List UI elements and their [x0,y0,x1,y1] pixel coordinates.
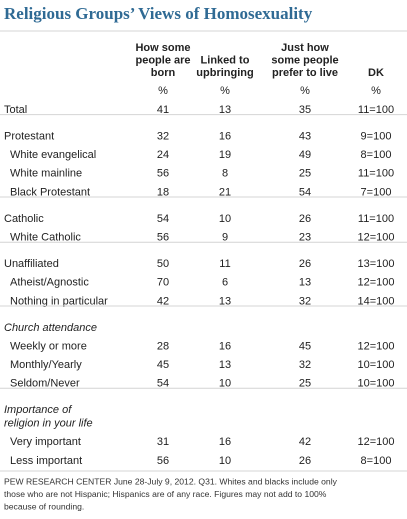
cell: 45 [157,359,169,371]
row-label: Atheist/Agnostic [10,277,89,289]
cell: 10 [219,455,231,467]
cell: 42 [299,436,311,448]
cell: 14=100 [357,295,394,307]
cell: 26 [299,455,311,467]
cell: 50 [157,258,169,270]
column-header: Just how [281,42,329,54]
row-label: Total [4,104,27,116]
cell: 32 [157,131,169,143]
cell: 12=100 [357,340,394,352]
unit: % [158,85,168,97]
column-header: born [151,67,176,79]
cell: 54 [157,213,169,225]
cell: 12=100 [357,277,394,289]
footnote: PEW RESEARCH CENTER June 28-July 9, 2012… [4,476,338,486]
cell: 10 [219,213,231,225]
row-label: Black Protestant [10,186,90,198]
cell: 45 [299,340,311,352]
unit: % [220,85,230,97]
cell: 21 [219,186,231,198]
cell: 56 [157,232,169,244]
cell: 8 [222,168,228,180]
unit: % [300,85,310,97]
column-header: Linked to [201,54,250,66]
cell: 26 [299,258,311,270]
cell: 13 [219,359,231,371]
footnote: because of rounding. [4,501,84,511]
cell: 54 [299,186,311,198]
footnote: those who are not Hispanic; Hispanics ar… [4,489,327,499]
cell: 49 [299,149,311,161]
cell: 11 [219,258,230,270]
cell: 24 [157,149,169,161]
row-label: Catholic [4,213,44,225]
section-heading: religion in your life [4,418,93,430]
cell: 25 [299,168,311,180]
cell: 11=100 [358,104,394,116]
section-heading: Importance of [4,404,72,416]
cell: 35 [299,104,311,116]
column-header: upbringing [196,67,253,79]
cell: 9 [222,232,228,244]
row-label: White evangelical [10,149,96,161]
section-heading: Church attendance [4,322,97,334]
row-label: Unaffiliated [4,258,59,270]
cell: 13=100 [357,258,394,270]
cell: 11=100 [358,213,394,225]
cell: 12=100 [357,232,394,244]
cell: 18 [157,186,169,198]
cell: 13 [219,104,231,116]
column-header: prefer to live [272,67,338,79]
column-header: How some [135,42,190,54]
cell: 43 [299,131,311,143]
row-label: White Catholic [10,232,81,244]
cell: 8=100 [361,455,392,467]
row-label: White mainline [10,168,82,180]
cell: 6 [222,277,228,289]
row-label: Seldom/Never [10,378,80,390]
cell: 56 [157,455,169,467]
cell: 54 [157,378,169,390]
cell: 25 [299,378,311,390]
column-header: DK [368,67,384,79]
cell: 70 [157,277,169,289]
cell: 10=100 [357,359,394,371]
cell: 56 [157,168,169,180]
cell: 41 [157,104,169,116]
column-header: some people [271,54,338,66]
column-header: people are [135,54,190,66]
row-label: Weekly or more [10,340,87,352]
cell: 10 [219,378,231,390]
title: Religious Groups’ Views of Homosexuality [4,4,313,23]
row-label: Nothing in particular [10,295,108,307]
cell: 16 [219,340,231,352]
cell: 26 [299,213,311,225]
cell: 32 [299,359,311,371]
cell: 28 [157,340,169,352]
cell: 32 [299,295,311,307]
cell: 23 [299,232,311,244]
cell: 11=100 [358,168,394,180]
cell: 19 [219,149,231,161]
cell: 16 [219,436,231,448]
cell: 13 [299,277,311,289]
cell: 13 [219,295,231,307]
row-label: Protestant [4,131,54,143]
cell: 8=100 [361,149,392,161]
row-label: Very important [10,436,81,448]
cell: 9=100 [361,131,392,143]
cell: 12=100 [357,436,394,448]
cell: 31 [157,436,169,448]
row-label: Monthly/Yearly [10,359,82,371]
cell: 7=100 [361,186,392,198]
cell: 42 [157,295,169,307]
cell: 16 [219,131,231,143]
row-label: Less important [10,455,82,467]
cell: 10=100 [357,378,394,390]
unit: % [371,85,381,97]
